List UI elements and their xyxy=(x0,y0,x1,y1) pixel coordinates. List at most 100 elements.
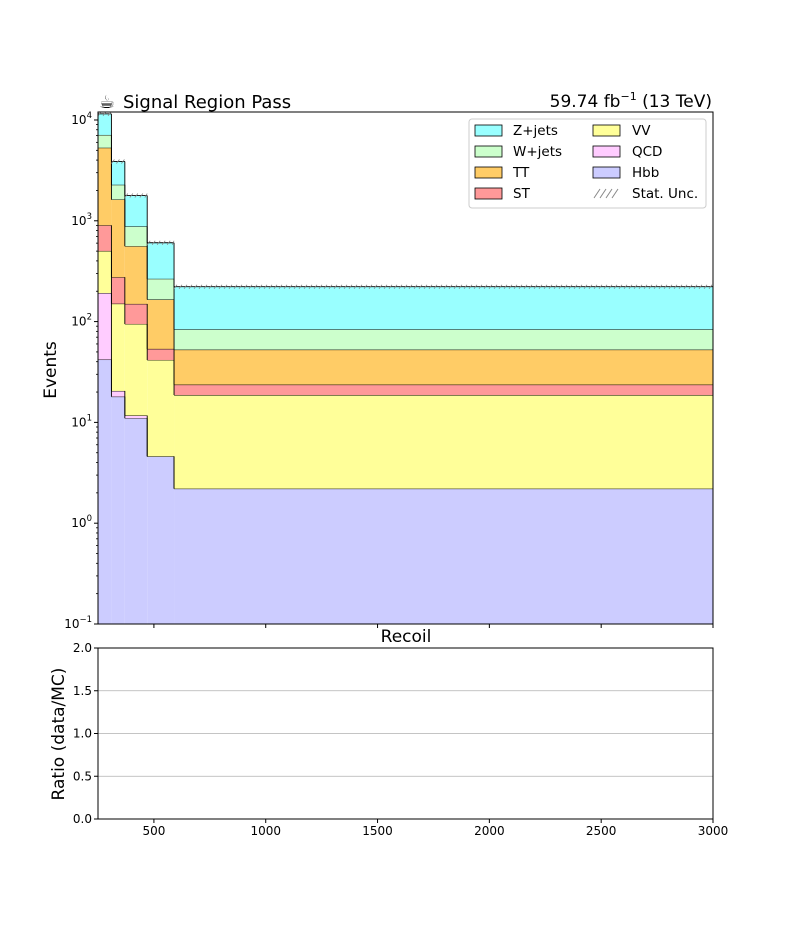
hatch-line xyxy=(438,284,443,289)
bar-w-jets-bin-1 xyxy=(111,184,125,200)
hatch-line xyxy=(121,159,125,164)
hatch-line xyxy=(107,111,112,117)
hatch-line xyxy=(418,284,423,289)
hatch-line xyxy=(668,284,673,289)
hatch-line xyxy=(538,284,543,289)
legend-box xyxy=(468,118,707,209)
lumi-exp: −1 xyxy=(620,90,636,103)
bar-qcd-bin-2 xyxy=(124,415,148,419)
hatch-line xyxy=(129,193,134,198)
bar-z-jets-bin-2 xyxy=(124,195,148,227)
hatch-line xyxy=(423,284,428,289)
ratio-x-tick-label: 2500 xyxy=(586,824,617,838)
hatch-line xyxy=(313,284,318,289)
bar-hbb-bin-2 xyxy=(124,418,148,624)
hatch-line xyxy=(183,284,188,289)
hatch-line xyxy=(648,284,653,289)
y-tick-label: 103 xyxy=(71,212,92,228)
hatch-line xyxy=(303,284,308,289)
hatch-line xyxy=(468,284,473,289)
hatch-line xyxy=(323,284,328,289)
hatch-line xyxy=(308,284,313,289)
bar-hbb-bin-1 xyxy=(111,396,125,624)
hatch-line xyxy=(403,284,408,289)
bar-tt-bin-1 xyxy=(111,199,125,278)
bar-hbb-bin-0 xyxy=(98,359,112,624)
legend-swatch-vv xyxy=(592,124,621,137)
hatch-line xyxy=(398,284,403,289)
hatch-line xyxy=(578,284,583,289)
legend-label-hbb: Hbb xyxy=(632,165,659,181)
hatch-line xyxy=(218,284,223,289)
y-tick-label: 102 xyxy=(71,313,92,329)
hatch-line xyxy=(134,193,139,198)
hatch-line xyxy=(548,284,553,289)
bar-hbb-bin-4 xyxy=(174,488,713,624)
hatch-line xyxy=(573,284,578,289)
bar-z-jets-bin-1 xyxy=(111,161,125,185)
bar-qcd-bin-0 xyxy=(98,293,112,360)
hatch-line xyxy=(248,284,253,289)
hatch-line xyxy=(628,284,633,289)
bar-w-jets-bin-4 xyxy=(174,329,713,350)
bar-z-jets-bin-0 xyxy=(98,113,112,135)
ratio-x-tick-label: 3000 xyxy=(698,824,729,838)
legend-label-st: ST xyxy=(513,186,531,202)
hatch-line xyxy=(653,284,658,289)
hatch-line xyxy=(473,284,478,289)
hatch-line xyxy=(568,284,573,289)
hatch-line xyxy=(618,284,623,289)
hatch-line xyxy=(144,193,148,198)
hatch-line xyxy=(508,284,513,289)
hatch-line xyxy=(203,284,208,289)
hatch-line xyxy=(156,240,161,245)
hatch-line xyxy=(563,284,568,289)
ratio-x-tick-label: 2000 xyxy=(474,824,505,838)
hatch-line xyxy=(238,284,243,289)
lumi-energy: (13 TeV) xyxy=(642,92,712,112)
hatch-line xyxy=(243,284,248,289)
hatch-line xyxy=(543,284,548,289)
hatch-line xyxy=(278,284,283,289)
y-tick-label: 100 xyxy=(71,514,92,530)
hatch-line xyxy=(368,284,373,289)
bar-st-bin-0 xyxy=(98,225,112,251)
legend-label-z-jets: Z+jets xyxy=(513,123,558,139)
hatch-line xyxy=(463,284,468,289)
hatch-line xyxy=(488,284,493,289)
bar-vv-bin-4 xyxy=(174,394,713,489)
hatch-line xyxy=(598,284,603,289)
bar-tt-bin-2 xyxy=(124,246,148,304)
hatch-line xyxy=(523,284,528,289)
hatch-line xyxy=(111,159,115,164)
bar-vv-bin-1 xyxy=(111,303,125,391)
hatch-line xyxy=(678,284,683,289)
hatch-line xyxy=(124,193,129,198)
step-edges xyxy=(110,113,175,489)
hatch-line xyxy=(318,284,323,289)
hatch-line xyxy=(171,240,175,245)
bar-hbb-bin-3 xyxy=(147,456,175,624)
lumi-value: 59.74 fb xyxy=(550,92,621,112)
bar-vv-bin-2 xyxy=(124,323,148,416)
legend-swatch-hbb xyxy=(592,166,621,179)
hatch-line xyxy=(358,284,363,289)
hatch-line xyxy=(268,284,273,289)
legend-swatch-st xyxy=(474,187,503,200)
bar-tt-bin-3 xyxy=(147,299,175,349)
x-axis-label: Recoil xyxy=(381,627,432,647)
hatch-line xyxy=(408,284,413,289)
legend-swatch-tt xyxy=(474,166,503,179)
ratio-x-tick-label: 1000 xyxy=(250,824,281,838)
hatch-line xyxy=(283,284,288,289)
hatch-line xyxy=(233,284,238,289)
stat-unc-band xyxy=(97,111,713,289)
hatch-line xyxy=(393,284,398,289)
ratio-panel: 0.00.51.01.52.0 500 1000 1500 2000 2500 3000 … xyxy=(49,641,728,838)
series-vv xyxy=(98,250,713,489)
hatch-line xyxy=(178,284,183,289)
bar-tt-bin-4 xyxy=(174,349,713,385)
hatch-line xyxy=(373,284,378,289)
hatch-line xyxy=(151,240,156,245)
ratio-y-ticks: 0.0 0.5 1.0 1.5 2.0 xyxy=(73,641,98,826)
